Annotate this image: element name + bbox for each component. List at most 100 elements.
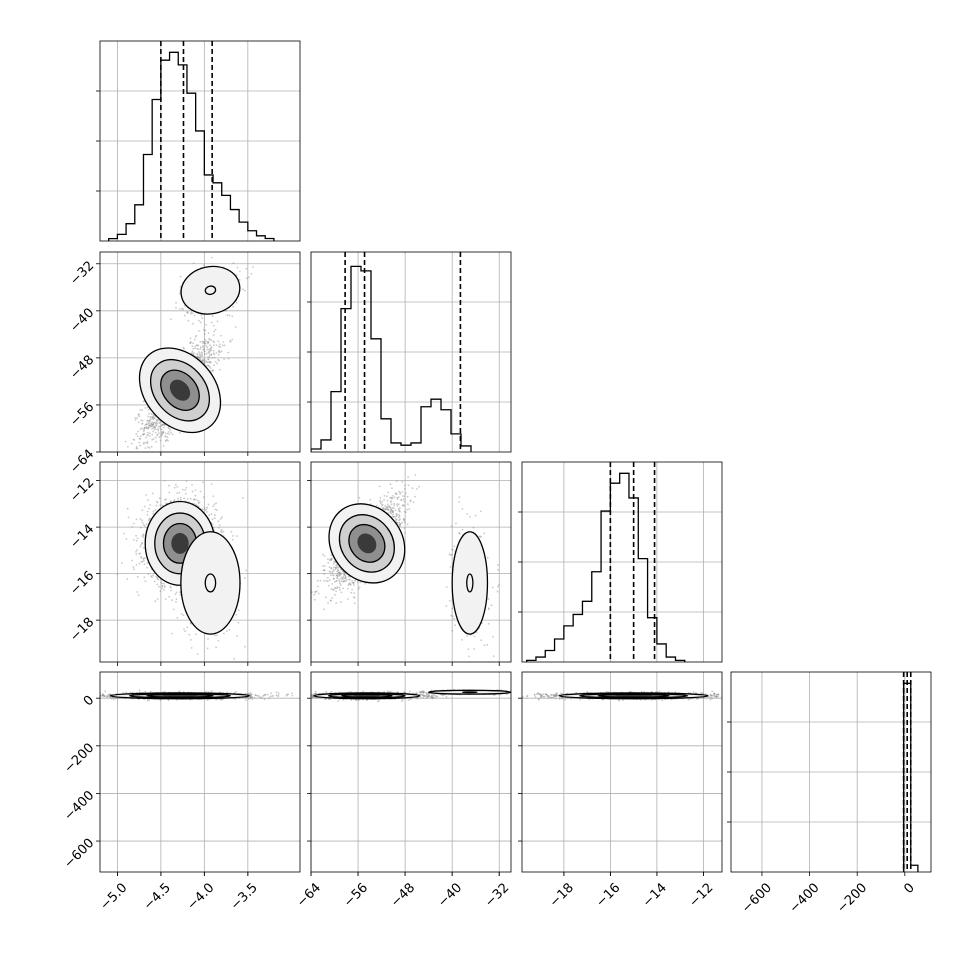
scatter-point xyxy=(137,430,139,433)
scatter-point xyxy=(200,314,203,317)
scatter-point xyxy=(219,517,222,520)
panel-frame xyxy=(521,461,723,663)
scatter-point xyxy=(248,276,250,279)
scatter-point xyxy=(191,350,194,353)
scatter-point xyxy=(210,513,213,516)
scatter-point xyxy=(156,598,159,600)
scatter-point xyxy=(197,348,200,351)
scatter-point xyxy=(153,421,155,424)
scatter-point xyxy=(135,550,138,553)
scatter-point xyxy=(148,424,151,427)
scatter-point xyxy=(143,455,145,457)
scatter-point xyxy=(143,441,146,444)
scatter-point xyxy=(174,593,177,595)
histogram-step-line xyxy=(526,472,686,662)
panel-frame xyxy=(310,251,512,453)
scatter-point xyxy=(139,526,142,529)
scatter-point xyxy=(204,509,207,511)
scatter-point xyxy=(193,498,196,501)
scatter-point xyxy=(147,421,150,424)
scatter-point xyxy=(148,517,151,520)
scatter-point xyxy=(186,311,189,313)
scatter-point xyxy=(145,442,147,444)
scatter-point xyxy=(161,431,164,434)
scatter-point xyxy=(208,356,211,358)
scatter-point xyxy=(146,440,149,443)
scatter-point xyxy=(160,431,163,433)
scatter-point xyxy=(192,262,195,265)
scatter-point xyxy=(148,426,150,429)
scatter-point xyxy=(191,490,194,493)
scatter-point xyxy=(205,353,208,355)
scatter-point xyxy=(170,586,172,589)
scatter-point xyxy=(314,598,316,601)
scatter-point xyxy=(381,504,383,507)
scatter-point xyxy=(199,341,202,343)
panel-frame xyxy=(99,251,301,453)
scatter-point xyxy=(322,553,324,556)
scatter-point xyxy=(216,362,219,365)
scatter-point xyxy=(160,581,163,584)
scatter-point xyxy=(138,562,141,565)
scatter-point xyxy=(214,514,216,517)
scatter-point xyxy=(396,496,398,499)
scatter-point xyxy=(190,312,192,315)
scatter-point xyxy=(146,434,149,437)
scatter-point xyxy=(385,508,388,511)
scatter-point xyxy=(197,499,199,502)
scatter-point xyxy=(162,431,165,434)
scatter-point xyxy=(194,489,197,491)
scatter-point xyxy=(147,446,149,448)
scatter-point xyxy=(191,345,194,347)
scatter-point xyxy=(199,490,202,493)
scatter-point xyxy=(196,353,199,355)
scatter-point xyxy=(203,349,205,352)
scatter-point xyxy=(219,343,221,346)
scatter-point xyxy=(211,315,214,317)
scatter-point xyxy=(338,586,341,589)
scatter-point xyxy=(347,584,350,586)
scatter-panel-r3-c1 xyxy=(96,461,301,666)
scatter-point xyxy=(152,512,155,515)
scatter-point xyxy=(225,309,227,312)
scatter-point xyxy=(204,350,206,353)
scatter-point xyxy=(141,509,144,511)
scatter-point xyxy=(146,420,149,422)
scatter-point xyxy=(157,428,159,431)
scatter-point xyxy=(145,426,148,429)
scatter-point xyxy=(208,352,211,355)
scatter-point xyxy=(199,354,202,356)
scatter-point xyxy=(135,433,138,435)
scatter-point xyxy=(378,485,381,488)
scatter-point xyxy=(214,508,217,511)
scatter-point xyxy=(153,425,156,428)
scatter-point xyxy=(217,340,220,343)
scatter-point xyxy=(123,532,126,535)
scatter-point xyxy=(202,358,204,361)
scatter-point xyxy=(213,353,216,356)
scatter-panel-r2-c1 xyxy=(96,251,301,457)
scatter-point xyxy=(208,514,211,516)
scatter-point xyxy=(160,428,163,431)
scatter-point xyxy=(170,500,172,503)
scatter-point xyxy=(235,301,238,304)
scatter-point xyxy=(166,438,168,441)
scatter-point xyxy=(148,419,151,422)
scatter-point xyxy=(136,537,139,540)
scatter-point xyxy=(228,314,231,317)
scatter-point xyxy=(199,321,202,324)
scatter-point xyxy=(353,584,355,586)
scatter-point xyxy=(222,341,225,343)
scatter-point xyxy=(194,494,197,497)
scatter-point xyxy=(198,501,201,504)
scatter-point xyxy=(173,499,176,501)
scatter-point xyxy=(161,582,164,585)
scatter-point xyxy=(205,508,208,511)
scatter-point xyxy=(165,439,167,442)
scatter-point xyxy=(352,581,355,584)
scatter-point xyxy=(381,508,384,510)
scatter-point xyxy=(215,509,218,511)
scatter-point xyxy=(135,539,138,542)
scatter-point xyxy=(141,542,144,545)
scatter-point xyxy=(159,590,162,593)
